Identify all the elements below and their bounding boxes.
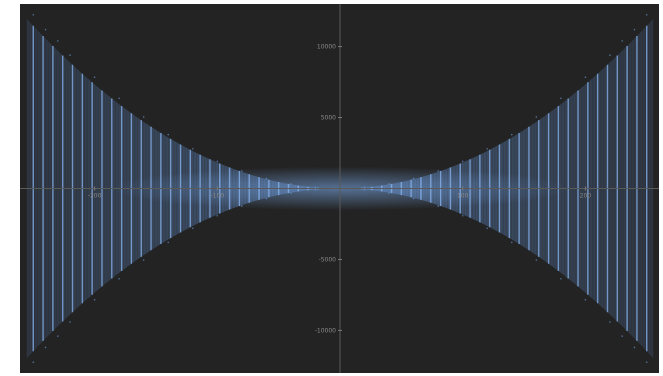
- data-point: [363, 188, 366, 191]
- data-point: [609, 321, 611, 323]
- x-tick-label: 200: [580, 193, 592, 200]
- data-point: [216, 160, 219, 163]
- data-point: [645, 361, 648, 364]
- data-point: [461, 160, 464, 163]
- data-point: [241, 170, 243, 172]
- ticks-group: -200 -100 100 200 10000 5000 -5000 -10000: [88, 44, 591, 335]
- data-point: [69, 54, 71, 56]
- data-point: [412, 197, 415, 200]
- data-point: [167, 241, 170, 244]
- data-point: [265, 177, 268, 180]
- data-point: [118, 97, 120, 100]
- data-point: [510, 133, 513, 136]
- axes-group: [20, 4, 659, 373]
- data-point: [388, 183, 390, 185]
- data-point: [290, 183, 292, 185]
- data-point: [437, 170, 439, 172]
- data-point: [645, 13, 648, 16]
- data-point: [486, 147, 489, 150]
- data-point: [584, 76, 587, 79]
- data-point: [388, 192, 390, 194]
- data-point: [32, 13, 35, 16]
- data-point: [609, 54, 611, 56]
- data-point: [314, 188, 317, 191]
- data-point: [412, 177, 415, 180]
- x-tick-label: -100: [210, 193, 224, 200]
- data-point: [486, 227, 489, 230]
- data-point: [118, 277, 120, 280]
- data-point: [142, 259, 145, 261]
- data-point: [265, 197, 268, 200]
- data-point: [69, 321, 71, 323]
- data-point: [93, 298, 96, 301]
- data-point: [142, 116, 145, 118]
- data-point: [216, 214, 219, 217]
- data-point: [44, 28, 47, 31]
- data-point: [461, 214, 464, 217]
- data-point: [363, 186, 366, 189]
- y-tick-label: -10000: [315, 327, 336, 334]
- data-point: [290, 192, 292, 194]
- data-point: [584, 298, 587, 301]
- data-point: [633, 28, 636, 31]
- data-point: [93, 76, 96, 79]
- data-point: [560, 97, 562, 100]
- data-point: [633, 346, 636, 349]
- data-point: [437, 205, 439, 207]
- data-point: [57, 40, 59, 42]
- data-point: [535, 116, 538, 118]
- data-point: [191, 227, 194, 230]
- data-point: [191, 147, 194, 150]
- x-tick-label: -200: [88, 193, 102, 200]
- data-point: [44, 346, 47, 349]
- y-tick-label: 5000: [321, 115, 336, 122]
- y-tick-label: -5000: [319, 256, 337, 263]
- data-point: [535, 259, 538, 261]
- chart-area: -200 -100 100 200 10000 5000 -5000 -10000: [20, 4, 659, 373]
- data-point: [560, 277, 562, 280]
- x-tick-label: 100: [457, 193, 469, 200]
- chart-svg: -200 -100 100 200 10000 5000 -5000 -10000: [20, 4, 659, 373]
- data-point: [314, 186, 317, 189]
- data-point: [510, 241, 513, 244]
- data-point: [32, 361, 35, 364]
- data-point: [167, 133, 170, 136]
- data-point: [621, 40, 623, 42]
- y-tick-label: 10000: [317, 44, 336, 51]
- data-point: [241, 205, 243, 207]
- data-point: [57, 335, 59, 337]
- data-point: [621, 335, 623, 337]
